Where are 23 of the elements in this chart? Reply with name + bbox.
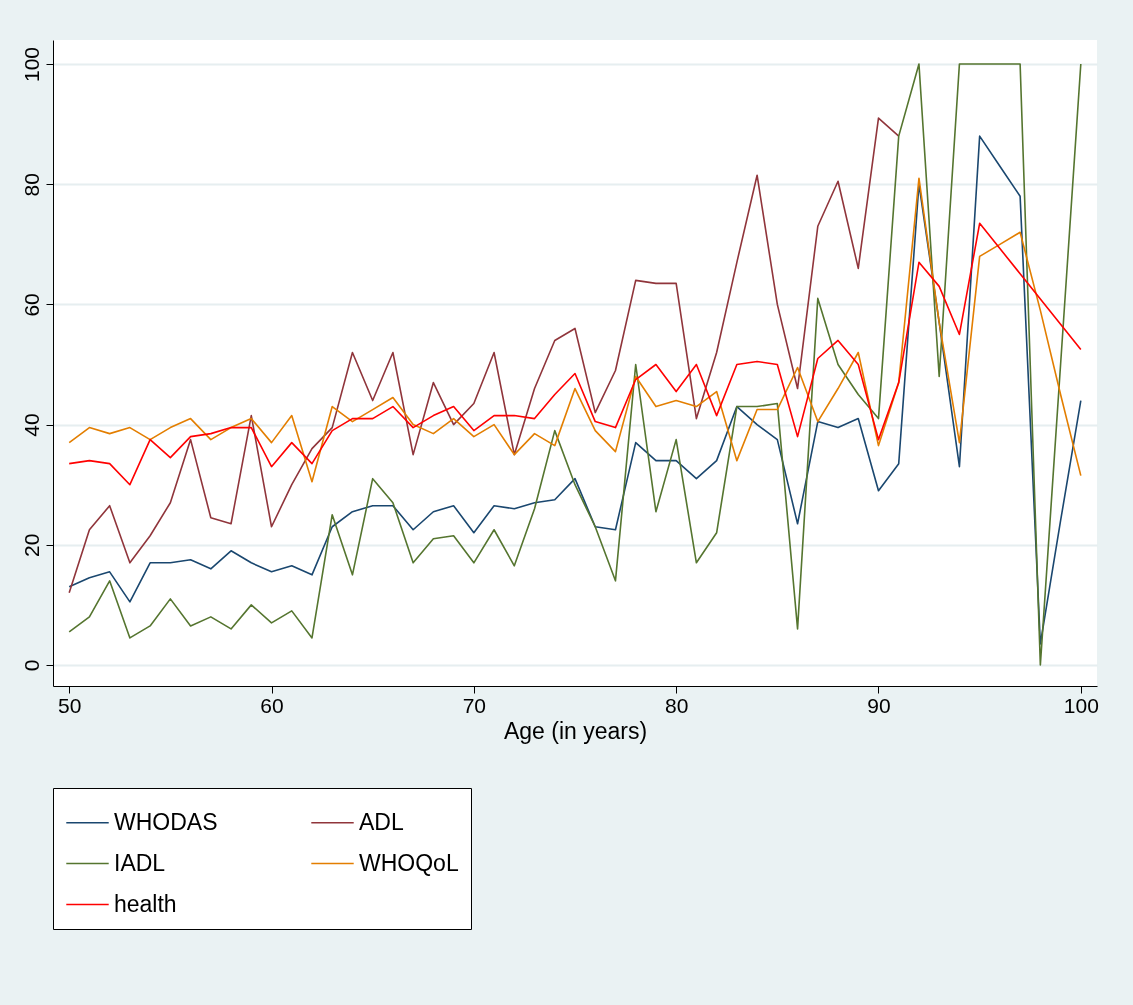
- legend-label: WHODAS: [114, 808, 218, 835]
- line-series: [68, 63, 1082, 666]
- x-tick-label: 70: [462, 693, 487, 717]
- legend-label: health: [114, 890, 177, 917]
- y-tick-label: 0: [19, 659, 43, 672]
- line-series: [68, 177, 1082, 483]
- legend-label: ADL: [359, 808, 404, 835]
- x-tick-label: 100: [1063, 693, 1099, 717]
- y-tick-label: 60: [19, 293, 43, 317]
- line-series: [68, 117, 900, 594]
- y-tick-label: 40: [19, 413, 43, 437]
- line-series: [68, 135, 1082, 645]
- x-tick-label: 80: [664, 693, 689, 717]
- y-tick-label: 20: [19, 533, 43, 557]
- x-tick-label: 90: [867, 693, 891, 717]
- legend-label: IADL: [114, 849, 166, 876]
- line-series: [68, 222, 1082, 486]
- legend-label: WHOQoL: [359, 849, 459, 876]
- y-tick-label: 100: [19, 47, 43, 83]
- y-tick-label: 80: [19, 173, 43, 197]
- x-tick-label: 60: [260, 693, 284, 717]
- x-axis-title: Age (in years): [503, 717, 648, 744]
- x-tick-label: 50: [58, 693, 82, 717]
